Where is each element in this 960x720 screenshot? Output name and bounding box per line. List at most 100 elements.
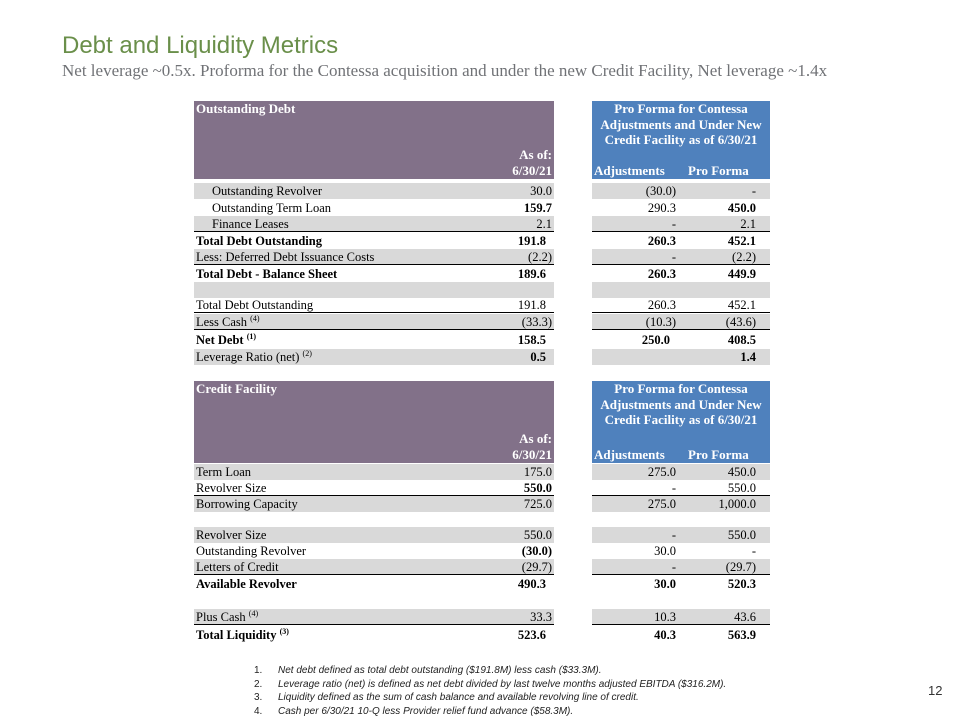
footnote-item: 2. Leverage ratio (net) is defined as net… [254,678,726,692]
credit-col-proforma: Pro Forma [688,447,749,462]
row-value-proforma: 449.9 [727,267,756,281]
row-value-proforma: - [751,544,756,558]
spacer-row [0,282,960,298]
row-value-asof: 523.6 [517,628,546,642]
row-label: Total Debt - Balance Sheet [196,267,338,281]
row-value-asof: 33.3 [457,609,554,625]
footnote-number: 3. [254,692,263,703]
row-value-proforma: 563.9 [727,628,756,642]
row-label: Outstanding Revolver [196,544,307,558]
row-value-asof: 159.7 [523,201,552,215]
table-row: Net Debt (1) 158.5 250.0 408.5 [0,332,960,348]
footnote-ref: (4) [248,608,259,618]
credit-col-adjustments: Adjustments [594,447,665,462]
footnote-item: 4. Cash per 6/30/21 10-Q less Provider re… [254,705,726,719]
table-row: Total Debt - Balance Sheet 189.6 260.3 4… [0,266,960,282]
table-row: Total Liquidity (3) 523.6 40.3 563.9 [0,627,960,643]
row-value-adjustments: (30.0) [592,183,684,199]
table-row: Term Loan 175.0 275.0 450.0 [0,464,960,480]
table-row: Total Debt Outstanding 191.8 260.3 452.1 [0,297,960,313]
row-value-adjustments: - [592,249,684,265]
table-row: Outstanding Revolver 30.0 (30.0) - [0,183,960,199]
spacer-cell [457,282,554,298]
row-value-proforma: 1,000.0 [684,496,770,512]
footnote-text: Liquidity defined as the sum of cash bal… [278,692,639,703]
debt-col-adjustments: Adjustments [594,163,665,178]
row-value-adjustments: (10.3) [592,314,684,330]
row-value-proforma: 550.0 [684,527,770,543]
table-row: Revolver Size 550.0 - 550.0 [0,527,960,543]
row-value-asof: (2.2) [457,249,554,265]
footnote-ref: (4) [250,313,260,323]
table-row: Outstanding Term Loan 159.7 290.3 450.0 [0,200,960,216]
row-value-adjustments: - [592,527,684,543]
row-label: Revolver Size [194,480,554,496]
row-value-adjustments: 250.0 [641,333,670,347]
spacer-cell [684,282,770,298]
row-value-asof: 189.6 [517,267,546,281]
row-value-adjustments: 260.3 [592,297,684,313]
table-row: Revolver Size 550.0 - 550.0 [0,480,960,496]
table-row: Borrowing Capacity 725.0 275.0 1,000.0 [0,496,960,512]
spacer-cell [592,282,684,298]
debt-proforma-header: Pro Forma for Contessa Adjustments and U… [600,101,762,147]
row-value-asof: (29.7) [457,559,554,575]
credit-as-of-date: 6/30/21 [512,447,552,462]
page-number: 12 [928,683,943,698]
footnote-text: Net debt defined as total debt outstandi… [278,665,602,676]
row-label: Net Debt (1) [194,332,554,348]
table-row: Less Cash (4) (33.3) (10.3) (43.6) [0,314,960,330]
footnotes: 1. Net debt defined as total debt outstan… [254,664,726,718]
table-row: Letters of Credit (29.7) - (29.7) [0,559,960,575]
row-value-asof: 490.3 [517,577,546,591]
debt-col-proforma: Pro Forma [688,163,749,178]
row-value-proforma: 452.1 [727,234,756,248]
row-value-asof: 191.8 [457,297,554,313]
row-value-asof: 550.0 [457,527,554,543]
row-value-asof: 0.5 [457,349,554,365]
footnote-item: 1. Net debt defined as total debt outstan… [254,664,726,678]
row-value-proforma: 450.0 [727,201,756,215]
footnote-item: 3. Liquidity defined as the sum of cash b… [254,691,726,705]
row-value-proforma: (29.7) [684,559,770,575]
debt-header-left: Outstanding Debt As of: 6/30/21 [194,101,554,179]
row-value-adjustments: 10.3 [592,609,684,625]
row-value-adjustments: - [592,559,684,575]
row-label-text: Less Cash [196,315,248,329]
row-value-adjustments: 275.0 [592,464,684,480]
row-value-adjustments: 260.3 [647,234,676,248]
footnote-ref: (1) [246,331,257,341]
row-label: Total Debt Outstanding [194,297,554,313]
debt-as-of-label: As of: [519,147,552,162]
row-label: Total Debt Outstanding [196,234,322,248]
row-value-proforma: 520.3 [727,577,756,591]
row-value-adjustments: 30.0 [654,544,676,558]
row-label: Outstanding Term Loan [212,201,332,215]
table-row: Leverage Ratio (net) (2) 0.5 1.4 [0,349,960,365]
row-label-text: Plus Cash [196,610,246,624]
row-value-asof: 2.1 [457,216,554,232]
credit-as-of-label: As of: [519,431,552,446]
row-value-adjustments: 290.3 [647,201,676,215]
row-label-text: Total Liquidity [196,628,277,642]
footnote-number: 1. [254,665,263,676]
row-value-proforma: 452.1 [684,297,770,313]
credit-header-right: Pro Forma for Contessa Adjustments and U… [592,381,770,463]
footnote-ref: (3) [279,626,289,636]
row-value-adjustments: 275.0 [592,496,684,512]
row-value-proforma: (2.2) [684,249,770,265]
row-value-asof: 725.0 [457,496,554,512]
row-value-proforma: (43.6) [684,314,770,330]
row-value-adjustments: 260.3 [647,267,676,281]
row-value-proforma: 2.1 [684,216,770,232]
row-value-asof: (33.3) [457,314,554,330]
credit-header-title: Credit Facility [196,381,277,396]
page-title: Debt and Liquidity Metrics [62,32,339,59]
row-value-adjustments: - [592,480,684,496]
footnote-number: 4. [254,705,263,717]
table-row: Finance Leases 2.1 - 2.1 [0,216,960,232]
credit-header-left: Credit Facility As of: 6/30/21 [194,381,554,463]
row-value-adjustments: 40.3 [654,628,676,642]
row-value-adjustments: 30.0 [654,577,676,591]
row-value-proforma: 550.0 [684,480,770,496]
